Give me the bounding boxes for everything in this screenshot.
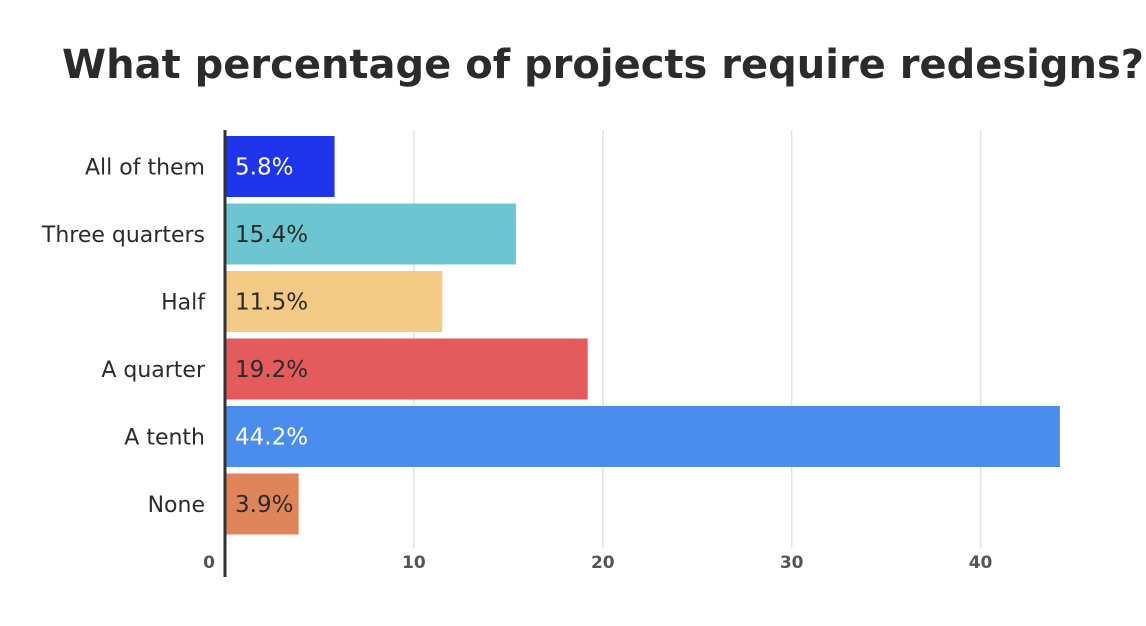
category-label: A quarter	[101, 358, 206, 383]
chart-title: What percentage of projects require rede…	[62, 42, 1144, 88]
data-label: 15.4%	[235, 222, 308, 248]
category-labels: All of them Three quarters Half A quarter A …	[41, 156, 206, 519]
data-label: 11.5%	[235, 290, 308, 316]
bar-5	[225, 473, 299, 535]
x-tick-label: 0	[203, 553, 215, 573]
bar-1	[225, 203, 516, 265]
x-axis-ticks: 0 10 20 30 40	[203, 553, 992, 573]
x-tick-label: 20	[591, 553, 615, 573]
bar-2	[225, 271, 443, 332]
bar-4	[225, 406, 1060, 467]
bar-3	[225, 338, 588, 400]
category-label: A tenth	[124, 426, 205, 451]
data-label: 19.2%	[235, 357, 308, 383]
category-label: None	[148, 493, 205, 518]
x-tick-label: 40	[969, 553, 993, 573]
category-label: All of them	[85, 156, 205, 181]
category-label: Half	[161, 291, 206, 316]
data-label: 44.2%	[235, 425, 308, 451]
x-tick-label: 30	[780, 553, 804, 573]
bar-0	[225, 136, 335, 197]
x-tick-label: 10	[402, 553, 426, 573]
bars: 5.8% 15.4% 11.5% 19.2% 44.2% 3.9%	[225, 136, 1060, 535]
data-label: 5.8%	[235, 155, 293, 181]
data-label: 3.9%	[235, 492, 293, 518]
category-label: Three quarters	[41, 223, 205, 248]
